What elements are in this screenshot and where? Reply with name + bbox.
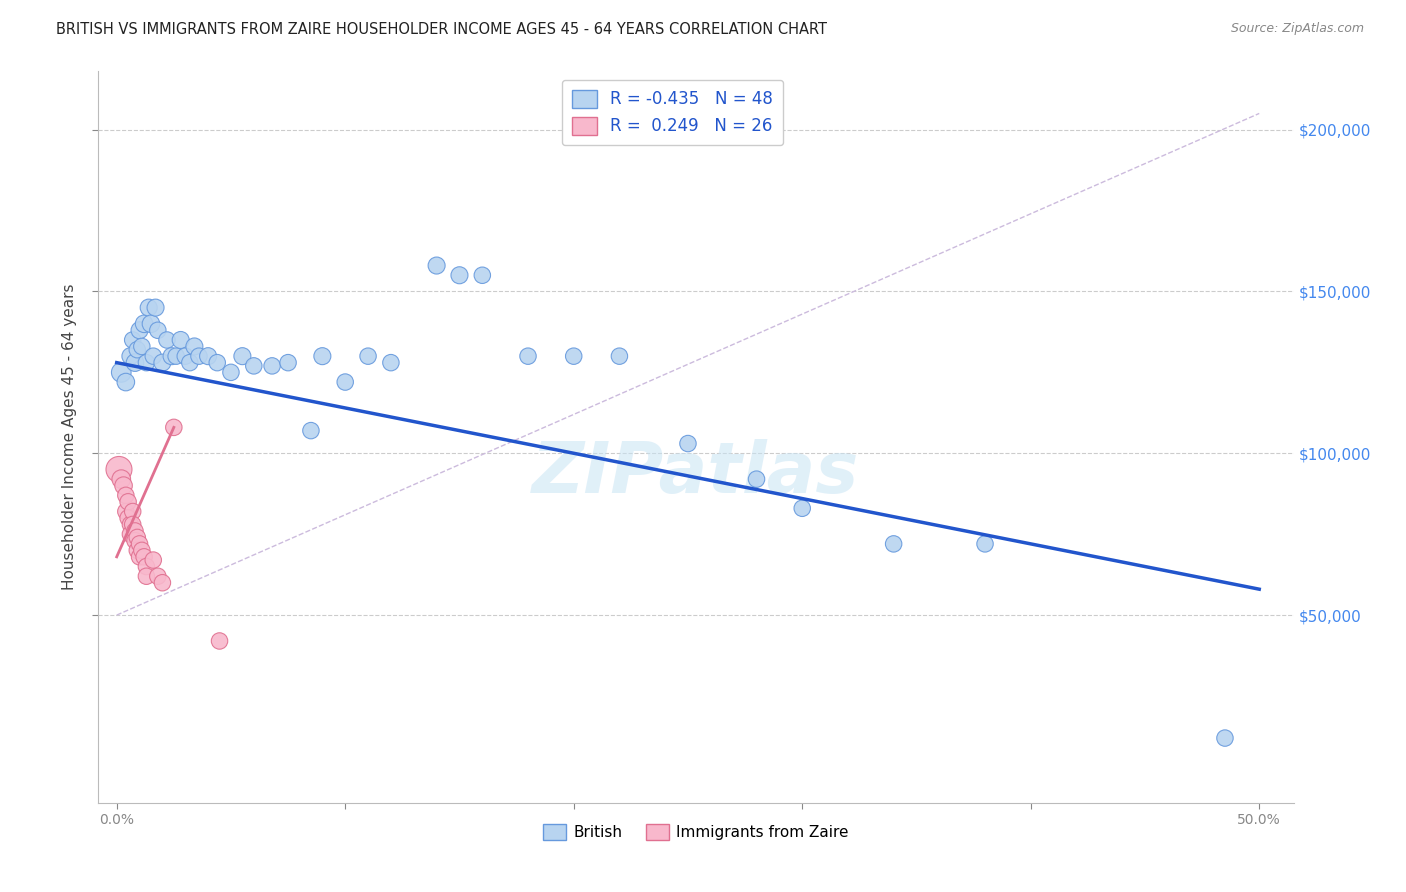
Text: ZIPatlas: ZIPatlas: [533, 439, 859, 508]
Point: [174, 349, 197, 363]
Point: [471, 268, 494, 283]
Point: [152, 575, 174, 590]
Point: [160, 349, 183, 363]
Point: [357, 349, 380, 363]
Point: [139, 317, 162, 331]
Point: [152, 356, 174, 370]
Point: [179, 356, 201, 370]
Point: [142, 553, 165, 567]
Point: [134, 317, 156, 331]
Point: [517, 349, 540, 363]
Point: [121, 517, 143, 532]
Point: [883, 537, 905, 551]
Point: [135, 356, 157, 370]
Point: [243, 359, 266, 373]
Point: [138, 301, 160, 315]
Point: [120, 349, 142, 363]
Point: [128, 549, 150, 564]
Point: [1213, 731, 1236, 745]
Point: [277, 356, 299, 370]
Point: [127, 543, 149, 558]
Point: [170, 333, 193, 347]
Point: [311, 349, 333, 363]
Point: [142, 349, 165, 363]
Point: [115, 504, 138, 518]
Point: [188, 349, 211, 363]
Text: BRITISH VS IMMIGRANTS FROM ZAIRE HOUSEHOLDER INCOME AGES 45 - 64 YEARS CORRELATI: BRITISH VS IMMIGRANTS FROM ZAIRE HOUSEHO…: [56, 22, 827, 37]
Point: [146, 569, 169, 583]
Text: Source: ZipAtlas.com: Source: ZipAtlas.com: [1230, 22, 1364, 36]
Point: [115, 375, 138, 389]
Point: [609, 349, 631, 363]
Point: [120, 517, 142, 532]
Point: [124, 533, 146, 548]
Point: [135, 559, 157, 574]
Point: [127, 343, 149, 357]
Point: [745, 472, 768, 486]
Point: [183, 339, 205, 353]
Point: [207, 356, 229, 370]
Point: [115, 488, 138, 502]
Point: [208, 634, 231, 648]
Point: [124, 356, 146, 370]
Point: [156, 333, 179, 347]
Point: [120, 527, 142, 541]
Point: [121, 504, 143, 518]
Point: [146, 323, 169, 337]
Point: [163, 420, 186, 434]
Point: [676, 436, 699, 450]
Point: [108, 462, 131, 476]
Point: [262, 359, 284, 373]
Point: [145, 301, 167, 315]
Point: [134, 549, 156, 564]
Point: [231, 349, 253, 363]
Point: [449, 268, 471, 283]
Point: [135, 569, 157, 583]
Point: [974, 537, 997, 551]
Point: [426, 259, 449, 273]
Point: [110, 472, 132, 486]
Y-axis label: Householder Income Ages 45 - 64 years: Householder Income Ages 45 - 64 years: [62, 284, 77, 591]
Point: [117, 511, 139, 525]
Point: [112, 478, 135, 492]
Point: [335, 375, 357, 389]
Point: [792, 501, 814, 516]
Point: [131, 339, 153, 353]
Point: [110, 365, 132, 379]
Point: [124, 524, 146, 538]
Point: [380, 356, 402, 370]
Point: [128, 537, 150, 551]
Point: [127, 530, 149, 544]
Legend: British, Immigrants from Zaire: British, Immigrants from Zaire: [537, 818, 855, 847]
Point: [219, 365, 242, 379]
Point: [131, 543, 153, 558]
Point: [562, 349, 585, 363]
Point: [299, 424, 322, 438]
Point: [165, 349, 187, 363]
Point: [117, 495, 139, 509]
Point: [128, 323, 150, 337]
Point: [197, 349, 219, 363]
Point: [121, 333, 143, 347]
